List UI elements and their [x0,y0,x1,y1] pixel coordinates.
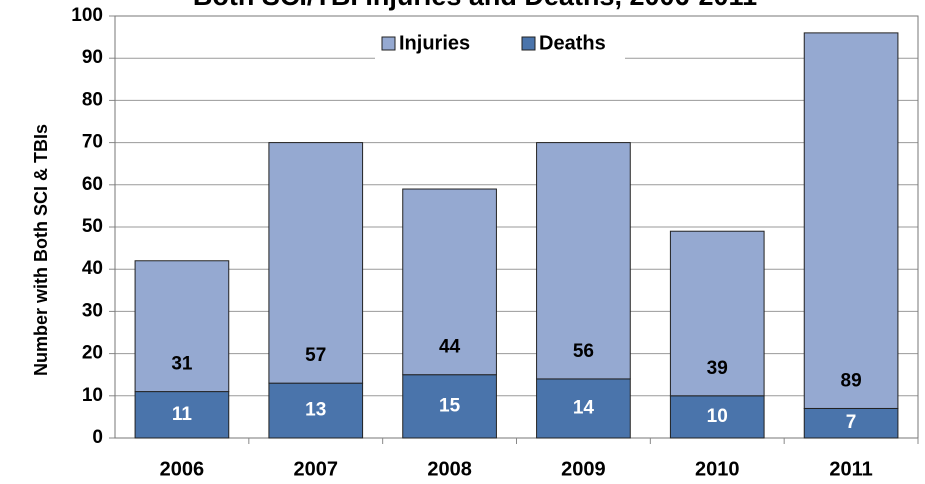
bar-segment [669,230,765,397]
y-tick-label: 10 [82,385,103,406]
x-tick-label: 2009 [561,458,606,480]
bar-segment [536,378,631,439]
y-tick-label: 70 [82,132,103,153]
x-tick-label: 2006 [160,458,205,480]
data-label: 56 [573,341,594,362]
legend-swatch [381,36,396,51]
bar-segment [402,374,497,439]
legend-label: Injuries [399,32,470,54]
data-label: 10 [707,406,728,427]
data-label: 31 [171,354,193,375]
bar-segment [536,142,631,380]
bar-segment [402,188,497,376]
y-tick-label: 60 [82,174,103,195]
bar-segment [669,395,765,439]
y-tick-label: 80 [82,89,103,110]
y-tick-label: 20 [82,343,103,364]
y-tick-label: 100 [71,5,103,26]
data-label: 13 [305,400,326,421]
bar-segment [803,407,899,439]
bar-segment [268,382,364,439]
y-tick-label: 30 [82,300,103,321]
x-tick-label: 2010 [695,458,740,480]
bar-segment [268,142,364,384]
chart-title: Both SCI/TBI Injuries and Deaths, 2006-2… [193,0,757,11]
data-label: 89 [841,370,862,391]
data-label: 14 [573,397,595,418]
data-label: 44 [439,337,461,358]
data-label: 11 [172,404,193,425]
y-axis-label: Number with Both SCI & TBIs [31,124,51,376]
bar-segment [803,32,899,409]
data-label: 39 [707,358,728,379]
y-tick-label: 40 [82,258,103,279]
data-label: 7 [846,412,857,433]
y-tick-label: 50 [82,216,103,237]
y-tick-label: 0 [92,427,103,448]
bar-segment [134,260,230,393]
bar-segment [134,391,230,439]
legend-label: Deaths [539,32,606,54]
legend-swatch [521,36,536,51]
legend-box [375,29,625,61]
x-tick-label: 2008 [427,458,472,480]
y-tick-label: 90 [82,47,103,68]
data-label: 57 [305,345,326,366]
data-label: 15 [439,395,461,416]
x-tick-label: 2011 [829,458,872,480]
x-tick-label: 2007 [294,458,339,480]
